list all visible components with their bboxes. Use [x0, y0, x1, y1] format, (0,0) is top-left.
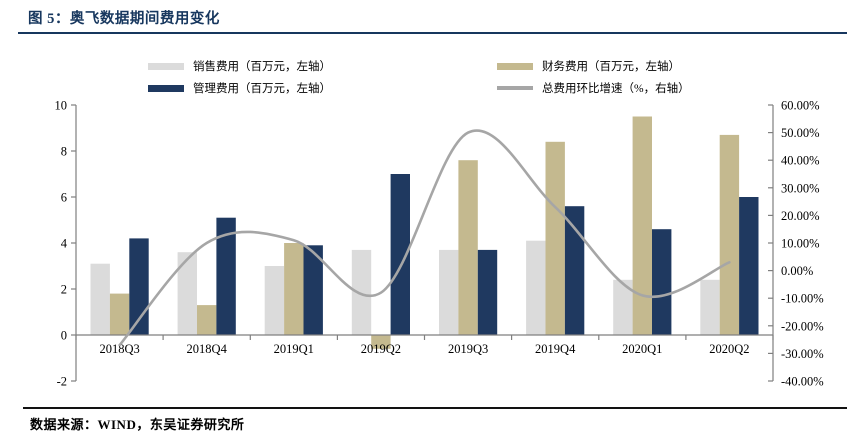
bar-1-2019Q3	[458, 160, 478, 335]
left-tick-label: 2	[61, 283, 67, 297]
legend-column-left: 销售费用（百万元，左轴） 管理费用（百万元，左轴）	[148, 55, 331, 99]
bar-2-2018Q4	[216, 217, 236, 335]
bar-2-2020Q2	[739, 197, 759, 335]
right-tick-label: -20.00%	[781, 319, 824, 333]
right-tick-label: -40.00%	[781, 375, 824, 389]
financial-swatch-icon	[497, 62, 533, 70]
category-label: 2020Q1	[622, 342, 662, 356]
left-tick-label: 8	[61, 145, 67, 159]
left-tick-label: 6	[61, 191, 67, 205]
legend-item-financial: 财务费用（百万元，左轴）	[497, 55, 690, 77]
legend-item-label: 管理费用（百万元，左轴）	[193, 83, 331, 95]
legend-item-sales: 销售费用（百万元，左轴）	[148, 55, 331, 77]
bar-0-2020Q2	[700, 279, 720, 335]
left-tick-label: -2	[57, 375, 67, 389]
sales-swatch-icon	[148, 62, 184, 70]
legend-item-management: 管理费用（百万元，左轴）	[148, 77, 331, 99]
bar-0-2019Q3	[439, 249, 459, 335]
category-label: 2018Q4	[187, 342, 228, 356]
category-label: 2019Q2	[361, 342, 401, 356]
bar-0-2018Q4	[177, 252, 197, 335]
management-swatch-icon	[148, 84, 184, 92]
category-label: 2019Q1	[274, 342, 314, 356]
left-tick-label: 10	[55, 99, 68, 113]
bar-2-2019Q1	[303, 245, 323, 335]
right-tick-label: 0.00%	[781, 264, 813, 278]
bar-2-2019Q2	[390, 174, 410, 335]
bar-1-2019Q4	[545, 141, 565, 335]
bar-0-2019Q4	[526, 240, 546, 335]
legend-item-label: 总费用环比增速（%，右轴）	[542, 83, 690, 95]
bar-1-2020Q1	[632, 116, 652, 335]
right-tick-label: -30.00%	[781, 347, 824, 361]
right-tick-label: 20.00%	[781, 209, 820, 223]
right-tick-label: 10.00%	[781, 237, 820, 251]
bar-1-2018Q3	[109, 293, 130, 335]
bar-0-2018Q3	[90, 263, 110, 335]
bar-1-2019Q1	[284, 243, 304, 335]
bar-2-2019Q4	[564, 206, 585, 335]
legend-item-label: 财务费用（百万元，左轴）	[542, 61, 680, 73]
bar-0-2019Q2	[351, 249, 372, 335]
category-label: 2019Q4	[535, 342, 576, 356]
right-tick-label: 40.00%	[781, 154, 820, 168]
expense-chart: 10 8 6 4 2 0 -2 60.00% 50.00% 40.00% 30.00% 20.00% 1…	[0, 92, 847, 397]
category-label: 2018Q3	[99, 342, 139, 356]
trend-line-swatch-icon	[497, 86, 533, 90]
left-tick-label: 0	[61, 329, 67, 343]
legend-item-trend: 总费用环比增速（%，右轴）	[497, 77, 690, 99]
right-tick-label: 60.00%	[781, 99, 820, 113]
bar-2-2019Q3	[477, 249, 498, 335]
title-divider	[18, 32, 847, 34]
bar-2-2020Q1	[652, 229, 672, 335]
figure-title: 图 5：奥飞数据期间费用变化	[28, 11, 220, 27]
bar-0-2020Q1	[613, 279, 633, 335]
legend-item-label: 销售费用（百万元，左轴）	[193, 61, 331, 73]
right-tick-label: -10.00%	[781, 292, 824, 306]
bar-1-2019Q2	[371, 335, 391, 349]
legend-column-right: 财务费用（百万元，左轴） 总费用环比增速（%，右轴）	[497, 55, 690, 99]
trend-line	[118, 129, 731, 347]
bar-1-2020Q2	[719, 134, 740, 335]
bar-0-2019Q1	[264, 266, 285, 335]
category-label: 2019Q3	[448, 342, 488, 356]
right-tick-label: 50.00%	[781, 126, 820, 140]
left-tick-label: 4	[61, 237, 68, 251]
bar-1-2018Q4	[197, 305, 217, 335]
footer-divider	[23, 407, 847, 409]
category-label: 2020Q2	[709, 342, 749, 356]
data-source: 数据来源：WIND，东吴证券研究所	[30, 417, 245, 432]
chart-svg: 10 8 6 4 2 0 -2 60.00% 50.00% 40.00% 30.00% 20.00% 1…	[55, 99, 824, 389]
right-tick-label: 30.00%	[781, 181, 820, 195]
